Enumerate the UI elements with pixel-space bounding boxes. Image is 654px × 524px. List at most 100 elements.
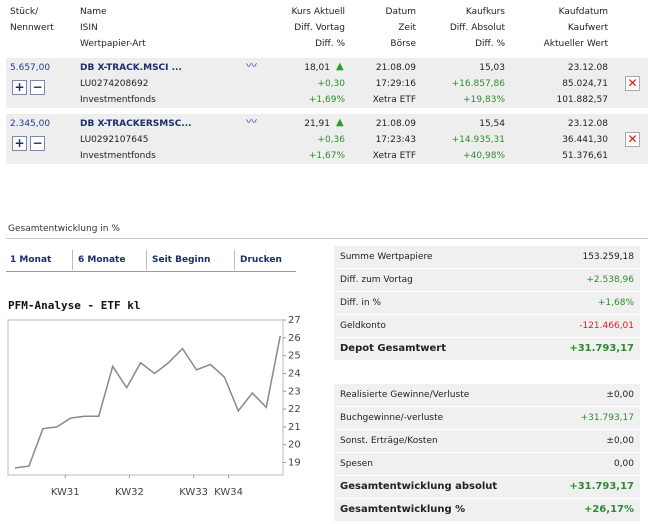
tab-underline [6, 271, 296, 272]
minus-button[interactable]: − [30, 136, 45, 151]
security-type: Investmentfonds [80, 151, 156, 161]
time: 17:23:43 [375, 135, 416, 145]
tab-separator [146, 250, 147, 270]
diff-day: +0,36 [317, 135, 345, 145]
summary-row [334, 407, 640, 429]
header-label: Aktueller Wert [543, 39, 608, 49]
y-tick-label: 25 [288, 351, 301, 362]
diff-pct: +40,98% [463, 151, 505, 161]
holding-row [6, 114, 648, 164]
diff-day-pct: +1,67% [308, 151, 345, 161]
header-label: ISIN [80, 23, 98, 33]
chart-icon[interactable]: 〰 [246, 59, 257, 72]
price: 21,91 [304, 119, 330, 129]
header-label: Stück/ [10, 7, 39, 17]
summary-value: +31.793,17 [569, 481, 634, 492]
y-tick-label: 22 [288, 404, 301, 415]
buy-value: 85.024,71 [562, 79, 608, 89]
y-tick-label: 21 [288, 422, 301, 433]
summary-label: Gesamtentwicklung % [340, 504, 466, 515]
header-label: Nennwert [10, 23, 54, 33]
y-tick-label: 23 [288, 386, 301, 397]
current-value: 51.376,61 [562, 151, 608, 161]
header-label: Börse [390, 39, 416, 49]
summary-row [334, 499, 640, 521]
diff-abs: +14.935,31 [451, 135, 505, 145]
header-label: Diff. Absolut [449, 23, 505, 33]
buy-price: 15,03 [479, 63, 505, 73]
time: 17:29:16 [375, 79, 416, 89]
header-label: Datum [385, 7, 416, 17]
summary-label: Summe Wertpapiere [340, 252, 433, 262]
delete-button[interactable]: ✕ [625, 132, 640, 147]
chart-title: PFM-Analyse - ETF kl [8, 299, 140, 312]
buy-value: 36.441,30 [562, 135, 608, 145]
y-tick-label: 24 [288, 368, 301, 379]
summary-value: 153.259,18 [582, 252, 634, 262]
delete-button[interactable]: ✕ [625, 76, 640, 91]
x-tick-label: KW32 [115, 487, 144, 498]
exchange: Xetra ETF [372, 95, 416, 105]
tab[interactable]: Seit Beginn [152, 255, 211, 265]
plus-button[interactable]: + [12, 80, 27, 95]
header-label: Name [80, 7, 107, 17]
plot-frame [7, 319, 284, 476]
trend-arrow: ▲ [336, 61, 344, 72]
isin: LU0292107645 [80, 135, 149, 145]
summary-label: Depot Gesamtwert [340, 343, 446, 354]
price: 18,01 [304, 63, 330, 73]
x-tick-label: KW34 [214, 487, 243, 498]
trend-arrow: ▲ [336, 117, 344, 128]
date: 21.08.09 [375, 119, 416, 129]
summary-value: +26,17% [583, 504, 634, 515]
header-label: Wertpapier-Art [80, 39, 146, 49]
buy-date: 23.12.08 [567, 119, 608, 129]
header-label: Kaufwert [567, 23, 608, 33]
exchange: Xetra ETF [372, 151, 416, 161]
tab[interactable]: 6 Monate [78, 255, 126, 265]
chart-icon[interactable]: 〰 [246, 115, 257, 128]
summary-row [334, 338, 640, 360]
summary-label: Buchgewinne/-verluste [340, 413, 444, 423]
summary-row [334, 476, 640, 498]
header-label: Diff. % [315, 39, 345, 49]
summary-value: +31.793,17 [580, 413, 634, 423]
diff-abs: +16.857,86 [451, 79, 505, 89]
buy-date: 23.12.08 [567, 63, 608, 73]
summary-row [334, 246, 640, 268]
summary-label: Sonst. Erträge/Kosten [340, 436, 438, 446]
y-tick-label: 20 [288, 440, 301, 451]
isin: LU0274208692 [80, 79, 149, 89]
security-name: DB X-TRACK.MSCI ... [80, 63, 182, 73]
section-title: Gesamtentwicklung in % [8, 224, 120, 234]
summary-value: ±0,00 [606, 436, 634, 446]
line [14, 335, 281, 469]
x-tick-label: KW31 [51, 487, 80, 498]
header-label: Kaufdatum [558, 7, 608, 17]
tab[interactable]: Drucken [240, 255, 282, 265]
current-value: 101.882,57 [556, 95, 608, 105]
y-tick-label: 19 [288, 458, 301, 469]
buy-price: 15,54 [479, 119, 505, 129]
summary-label: Geldkonto [340, 321, 386, 331]
x-tick-label: KW33 [179, 487, 208, 498]
header-label: Zeit [398, 23, 416, 33]
tab-separator [72, 250, 73, 270]
header-label: Diff. % [475, 39, 505, 49]
summary-label: Diff. zum Vortag [340, 275, 413, 285]
holding-row [6, 58, 648, 108]
minus-button[interactable]: − [30, 80, 45, 95]
summary-label: Realisierte Gewinne/Verluste [340, 390, 470, 400]
security-type: Investmentfonds [80, 95, 156, 105]
plus-button[interactable]: + [12, 136, 27, 151]
summary-row [334, 292, 640, 314]
tab[interactable]: 1 Monat [10, 255, 52, 265]
summary-value: +1,68% [597, 298, 634, 308]
summary-label: Spesen [340, 459, 373, 469]
diff-day: +0,30 [317, 79, 345, 89]
summary-label: Gesamtentwicklung absolut [340, 481, 498, 492]
summary-row [334, 269, 640, 291]
date: 21.08.09 [375, 63, 416, 73]
